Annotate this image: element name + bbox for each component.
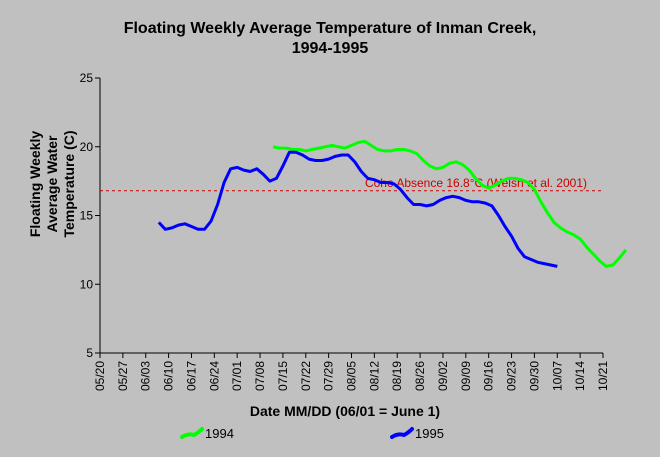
x-tick-label: 10/14 bbox=[573, 361, 587, 391]
x-tick-label: 08/26 bbox=[413, 361, 427, 391]
y-tick-label: 15 bbox=[80, 209, 94, 223]
x-tick-label: 07/01 bbox=[230, 361, 244, 391]
x-tick-label: 05/27 bbox=[116, 361, 130, 391]
x-tick-label: 06/24 bbox=[207, 361, 221, 391]
x-tick-label: 06/10 bbox=[162, 361, 176, 391]
x-axis-title: Date MM/DD (06/01 = June 1) bbox=[250, 403, 440, 419]
x-tick-label: 05/20 bbox=[93, 361, 107, 391]
x-tick-label: 07/22 bbox=[299, 361, 313, 391]
x-tick-label: 07/15 bbox=[276, 361, 290, 391]
legend: 1994 1995 bbox=[180, 426, 444, 441]
x-tick-label: 07/29 bbox=[322, 361, 336, 391]
legend-swatch-1995 bbox=[390, 427, 414, 439]
y-axis-title-line2: Average Water bbox=[44, 135, 60, 233]
y-tick-label: 25 bbox=[80, 71, 94, 85]
x-tick-label: 08/12 bbox=[367, 361, 381, 391]
chart-title-line1: Floating Weekly Average Temperature of I… bbox=[124, 20, 537, 37]
legend-label-1995: 1995 bbox=[415, 426, 444, 441]
legend-label-1994: 1994 bbox=[205, 426, 234, 441]
x-tick-label: 09/30 bbox=[527, 361, 541, 391]
x-tick-label: 08/19 bbox=[390, 361, 404, 391]
y-tick-label: 10 bbox=[80, 277, 94, 291]
x-tick-label: 06/03 bbox=[139, 361, 153, 391]
x-tick-label: 10/07 bbox=[550, 361, 564, 391]
chart-title-line2: 1994-1995 bbox=[292, 40, 369, 57]
y-tick-label: 5 bbox=[86, 346, 93, 360]
x-tick-label: 10/21 bbox=[596, 361, 610, 391]
series-line-1994 bbox=[272, 139, 628, 268]
x-tick-label: 06/17 bbox=[184, 361, 198, 391]
y-axis-title-line3: Temperature (C) bbox=[61, 130, 77, 237]
x-tick-label: 08/05 bbox=[345, 361, 359, 391]
y-ticks: 5 10 15 20 25 bbox=[80, 71, 100, 360]
x-tick-label: 09/23 bbox=[505, 361, 519, 391]
x-ticks: 05/20 05/27 06/03 06/10 06/17 06/24 07/01 07/08… bbox=[93, 353, 610, 391]
x-tick-label: 07/08 bbox=[253, 361, 267, 391]
y-tick-label: 20 bbox=[80, 140, 94, 154]
plot-area bbox=[100, 78, 603, 353]
x-tick-label: 09/09 bbox=[459, 361, 473, 391]
x-tick-label: 09/02 bbox=[436, 361, 450, 391]
legend-swatch-1994 bbox=[180, 427, 204, 439]
y-axis-title-line1: Floating Weekly bbox=[27, 131, 43, 238]
series-line-1995 bbox=[157, 150, 558, 268]
series-layer bbox=[157, 139, 628, 268]
x-tick-label: 09/16 bbox=[482, 361, 496, 391]
